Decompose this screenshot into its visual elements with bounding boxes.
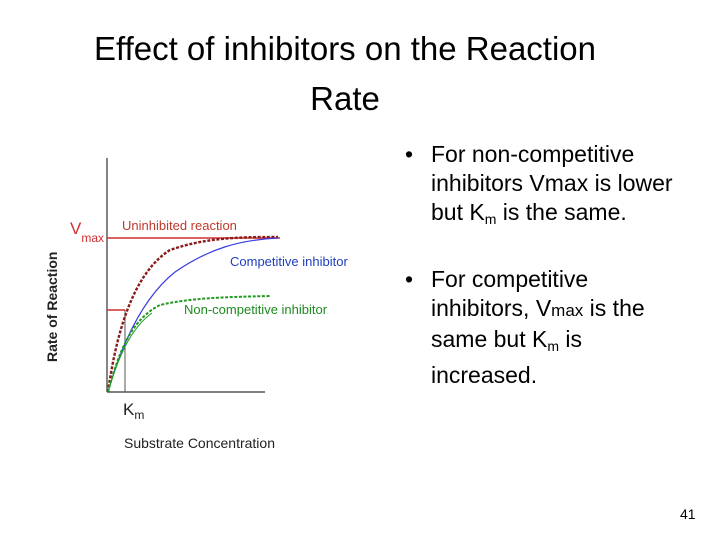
bullet-line: inhibitors, Vmax is the: [431, 295, 645, 321]
slide-title-line-2: Rate: [310, 80, 380, 117]
bullet-line: For non-competitive: [431, 141, 635, 167]
bullet-line: inhibitors Vmax is lower: [431, 170, 673, 196]
label-noncompetitive: Non-competitive inhibitor: [184, 302, 328, 317]
bullet-marker: •: [405, 141, 414, 167]
km-subscript: m: [547, 338, 560, 354]
slide-title-line-1: Effect of inhibitors on the Reaction: [93, 30, 597, 67]
label-uninhibited: Uninhibited reaction: [122, 218, 237, 233]
bullet-line: but Km is the same.: [431, 199, 627, 227]
vmax-subscript: max: [81, 231, 104, 245]
bullet-line: increased.: [431, 362, 538, 388]
km-subscript: m: [134, 408, 144, 422]
curve-competitive: [107, 237, 279, 393]
curve-uninhibited: [106, 235, 279, 393]
curve-noncompetitive: [107, 295, 271, 393]
vmax-label: Vmax: [70, 219, 104, 245]
bullet-marker: •: [405, 266, 414, 292]
curve-noncompetitive-shadow: [107, 312, 153, 393]
x-axis-label: Substrate Concentration: [124, 435, 275, 451]
slide-title: Effect of inhibitors on the Reaction Rat…: [40, 24, 650, 124]
bullet-noncompetitive: • For non-competitive inhibitors Vmax is…: [405, 140, 720, 234]
label-competitive: Competitive inhibitor: [230, 254, 348, 269]
bullet-line: For competitive: [431, 266, 589, 292]
km-label: Km: [123, 400, 144, 422]
bullet-line: same but Km is: [431, 326, 583, 354]
bullet-competitive: • For competitive inhibitors, Vmax is th…: [405, 265, 720, 390]
km-subscript: m: [484, 211, 497, 227]
vmax-small-text: max: [551, 301, 584, 320]
y-axis-label: Rate of Reaction: [44, 252, 60, 362]
bullet-list: • For non-competitive inhibitors Vmax is…: [405, 140, 720, 390]
page-number: 41: [680, 506, 696, 522]
inhibitor-rate-graph: Rate of Reaction Vmax Km Uninhibited rea…: [44, 158, 348, 451]
